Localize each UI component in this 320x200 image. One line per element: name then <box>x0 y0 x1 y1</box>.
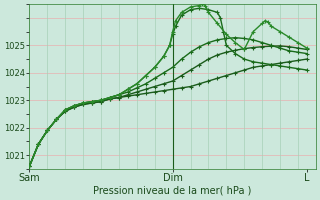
X-axis label: Pression niveau de la mer( hPa ): Pression niveau de la mer( hPa ) <box>93 186 252 196</box>
